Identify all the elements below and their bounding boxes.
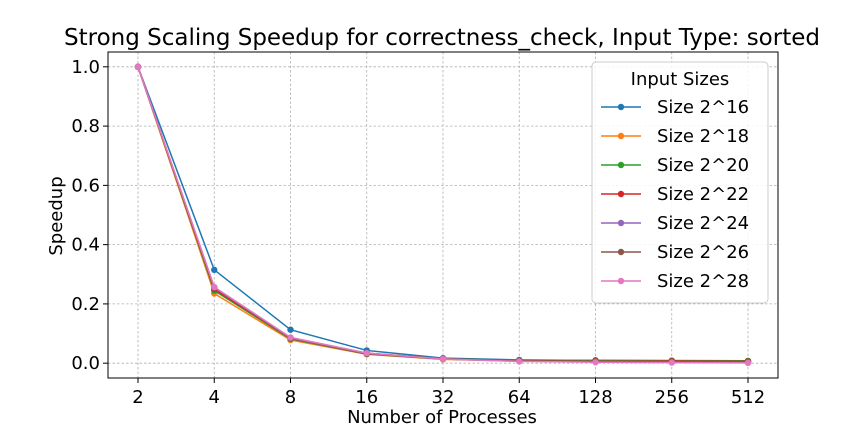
legend-marker (617, 132, 625, 140)
x-tick-label: 16 (355, 387, 378, 408)
legend-box (591, 61, 769, 304)
x-tick-label: 64 (508, 387, 531, 408)
x-tick-label: 256 (655, 387, 689, 408)
legend-entry: Size 2^16 (601, 97, 749, 118)
data-point (744, 359, 752, 367)
x-tick-label: 8 (285, 387, 296, 408)
legend-label: Size 2^22 (657, 184, 749, 205)
x-tick-label: 512 (731, 387, 765, 408)
y-tick-label: 0.6 (71, 175, 100, 196)
y-axis-title: Speedup (46, 176, 67, 255)
data-point (516, 358, 523, 365)
y-tick-label: 0.0 (71, 353, 100, 374)
legend-marker (617, 161, 625, 169)
legend-label: Size 2^20 (657, 155, 749, 176)
legend-title: Input Sizes (631, 69, 730, 90)
data-point (211, 283, 218, 291)
y-tick-label: 0.2 (71, 294, 100, 315)
x-tick-label: 4 (209, 387, 220, 408)
data-point (592, 359, 599, 366)
legend-marker (617, 277, 625, 285)
data-point (287, 326, 294, 333)
y-tick-label: 1.0 (71, 57, 100, 78)
chart-title: Strong Scaling Speedup for correctness_c… (64, 25, 820, 51)
y-tick-label: 0.4 (71, 235, 100, 256)
legend-entry: Size 2^26 (601, 242, 749, 263)
data-point (439, 355, 447, 363)
legend-entry: Size 2^18 (601, 126, 749, 147)
legend-label: Size 2^16 (657, 97, 749, 118)
legend-marker (617, 103, 625, 111)
x-axis-title: Number of Processes (347, 407, 537, 428)
data-point (211, 266, 218, 274)
series-size-2-28 (134, 63, 752, 367)
axes-layer: 2 4 8 16 32 64 128 256 512 0.0 0.2 0.4 0.6 0.8 1.0 (71, 51, 779, 408)
legend-entry: Size 2^24 (601, 213, 749, 234)
data-point (363, 349, 370, 357)
legend-label: Size 2^18 (657, 126, 749, 147)
legend-label: Size 2^24 (657, 213, 749, 234)
legend-entry: Size 2^28 (601, 271, 749, 292)
legend-marker (617, 190, 625, 198)
data-point (134, 63, 142, 71)
series-layer (134, 63, 752, 367)
data-point (287, 334, 294, 341)
x-tick-label: 128 (578, 387, 612, 408)
y-tick-label: 0.8 (71, 116, 100, 137)
legend-entry: Size 2^22 (601, 184, 749, 205)
data-point (668, 359, 675, 366)
legend-label: Size 2^28 (657, 271, 749, 292)
x-tick-label: 32 (432, 387, 455, 408)
legend-marker (617, 219, 625, 227)
legend-entry: Size 2^20 (601, 155, 749, 176)
legend: Input Sizes Size 2^16 Size 2^18 Size 2^20 Si… (591, 61, 769, 304)
legend-marker (617, 248, 625, 256)
x-tick-label: 2 (132, 387, 143, 408)
legend-label: Size 2^26 (657, 242, 749, 263)
